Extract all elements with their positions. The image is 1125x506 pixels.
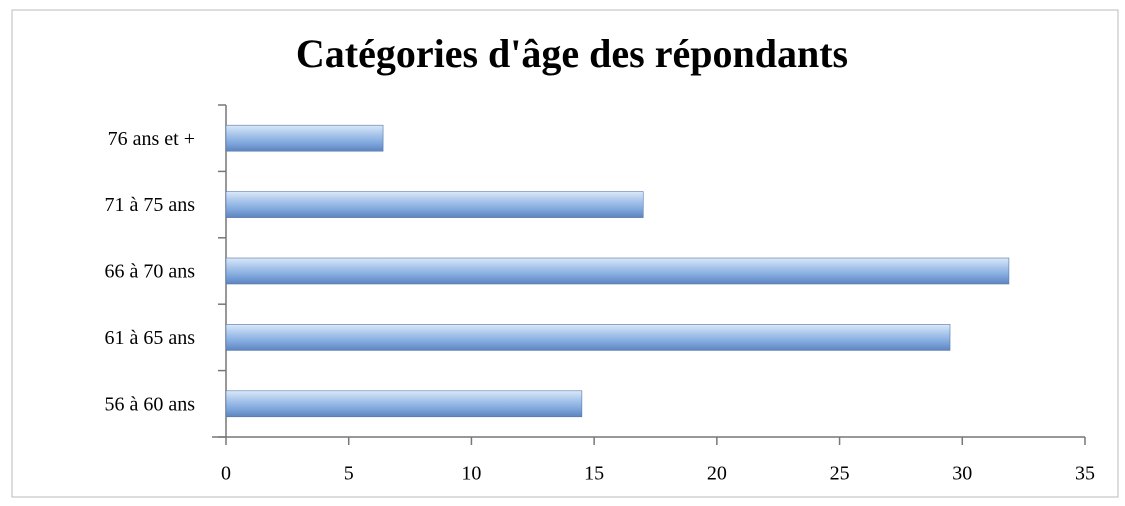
y-tick-label: 56 à 60 ans: [104, 393, 195, 415]
y-tick-label: 66 à 70 ans: [104, 261, 195, 283]
x-tick-label: 25: [830, 463, 850, 485]
bar: [225, 324, 951, 351]
x-tick-label: 10: [461, 463, 481, 485]
bar: [225, 191, 644, 218]
y-tick-label: 76 ans et +: [108, 128, 195, 150]
bar: [225, 257, 1010, 285]
x-tick-label: 30: [952, 463, 972, 485]
chart-frame: [11, 9, 1119, 498]
bar: [225, 390, 583, 418]
x-tick-label: 20: [707, 463, 727, 485]
chart-title: Catégories d'âge des répondants: [296, 31, 848, 76]
x-tick-label: 15: [584, 463, 604, 485]
bar: [225, 124, 384, 152]
y-tick-label: 61 à 65 ans: [104, 327, 195, 349]
x-tick-label: 0: [221, 463, 231, 485]
y-tick-label: 71 à 75 ans: [104, 194, 195, 216]
x-tick-label: 5: [344, 463, 354, 485]
x-tick-label: 35: [1075, 463, 1095, 485]
